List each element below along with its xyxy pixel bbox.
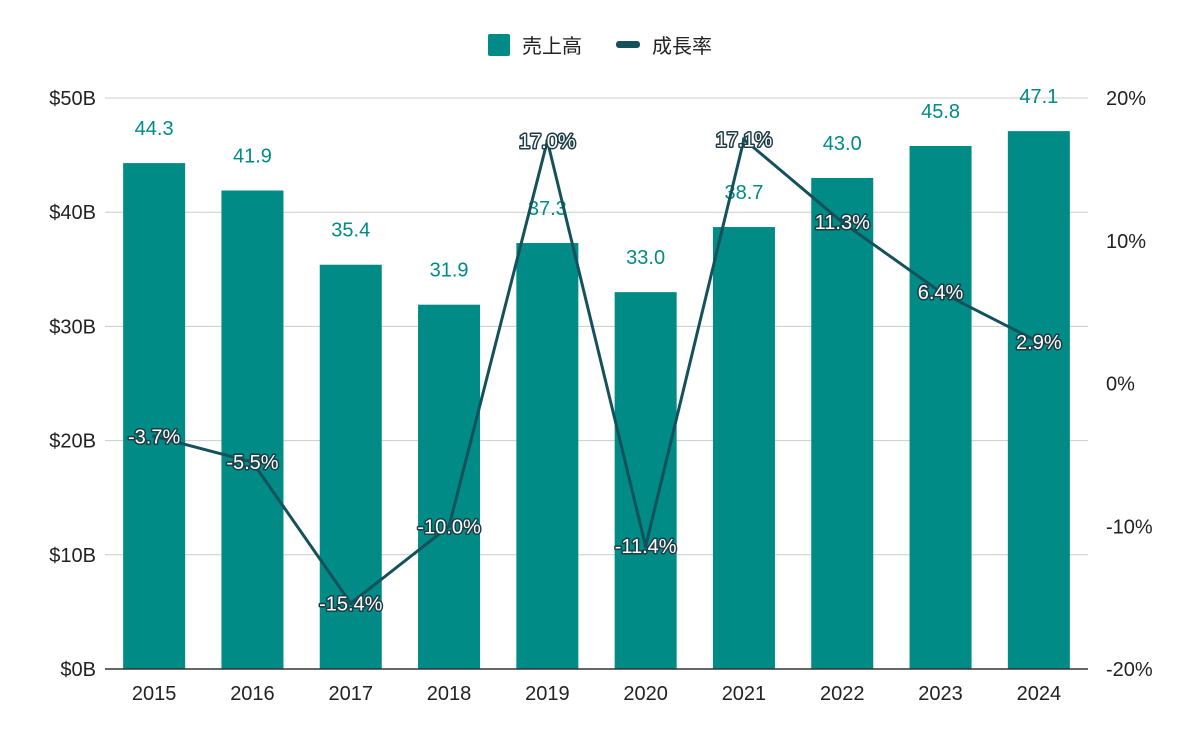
growth-point xyxy=(447,524,452,529)
bar xyxy=(909,145,972,670)
x-tick-label: 2024 xyxy=(1017,683,1062,705)
bar-value-label: 45.8 xyxy=(921,101,960,123)
x-tick-label: 2022 xyxy=(820,683,865,705)
growth-value-label: -15.4% xyxy=(319,593,383,615)
y-left-tick-label: $20B xyxy=(49,431,96,453)
growth-value-label: 17.1% xyxy=(716,129,773,151)
bar xyxy=(516,243,579,669)
y-left-tick-label: $50B xyxy=(49,88,96,110)
legend-label-sales: 売上高 xyxy=(522,36,582,58)
bar-value-label: 33.0 xyxy=(626,247,665,269)
growth-point xyxy=(741,137,746,142)
y-right-tick-label: 0% xyxy=(1106,374,1135,396)
x-tick-label: 2020 xyxy=(623,683,668,705)
bar-value-label: 43.0 xyxy=(823,133,862,155)
growth-point xyxy=(643,544,648,549)
y-right-tick-label: 20% xyxy=(1106,88,1146,110)
bar-value-label: 41.9 xyxy=(233,146,272,168)
legend-swatch-sales xyxy=(488,33,510,56)
bar xyxy=(614,292,677,669)
bar-value-label: 44.3 xyxy=(135,118,174,140)
legend-label-growth: 成長率 xyxy=(652,36,712,58)
x-tick-label: 2018 xyxy=(427,683,472,705)
growth-point xyxy=(840,220,845,225)
x-tick-label: 2021 xyxy=(722,683,767,705)
bar-value-label: 35.4 xyxy=(331,220,370,242)
legend: 売上高 成長率 xyxy=(0,30,1200,59)
bar xyxy=(221,190,284,669)
growth-value-label: -5.5% xyxy=(226,452,278,474)
y-right-tick-label: 10% xyxy=(1106,231,1146,253)
legend-item-sales: 売上高 xyxy=(488,30,582,59)
growth-value-label: 11.3% xyxy=(815,212,870,234)
legend-item-growth: 成長率 xyxy=(616,30,712,59)
bar xyxy=(418,304,481,669)
x-tick-label: 2017 xyxy=(329,683,374,705)
growth-point xyxy=(1036,340,1041,345)
growth-value-label: 6.4% xyxy=(918,282,964,304)
y-left-tick-label: $30B xyxy=(49,316,96,338)
legend-swatch-growth xyxy=(616,41,640,48)
growth-point xyxy=(545,138,550,143)
growth-point xyxy=(348,601,353,606)
x-tick-label: 2023 xyxy=(918,683,963,705)
y-left-tick-label: $40B xyxy=(49,202,96,224)
growth-value-label: -11.4% xyxy=(615,536,677,558)
bar xyxy=(123,163,186,669)
x-tick-label: 2015 xyxy=(132,683,177,705)
growth-point xyxy=(250,460,255,465)
x-tick-label: 2019 xyxy=(525,683,570,705)
bar xyxy=(712,227,775,669)
y-right-tick-label: -10% xyxy=(1106,516,1153,538)
growth-line xyxy=(153,136,1040,606)
growth-point xyxy=(152,434,157,439)
growth-value-label: -10.0% xyxy=(417,516,481,538)
bar-value-label: 38.7 xyxy=(724,182,763,204)
y-left-tick-label: $10B xyxy=(49,545,96,567)
growth-value-label: -3.7% xyxy=(128,426,180,448)
growth-value-label: 17.0% xyxy=(519,131,576,153)
bar-value-label: 47.1 xyxy=(1019,86,1058,108)
y-left-tick-label: $0B xyxy=(60,659,96,681)
bar-value-label: 31.9 xyxy=(430,260,469,282)
bar xyxy=(1007,131,1070,670)
growth-point xyxy=(938,290,943,295)
y-right-tick-label: -20% xyxy=(1106,659,1153,681)
bar xyxy=(811,177,874,669)
growth-value-label: 2.9% xyxy=(1016,332,1062,354)
bar-value-label: 37.3 xyxy=(528,198,567,220)
x-tick-label: 2016 xyxy=(230,683,275,705)
